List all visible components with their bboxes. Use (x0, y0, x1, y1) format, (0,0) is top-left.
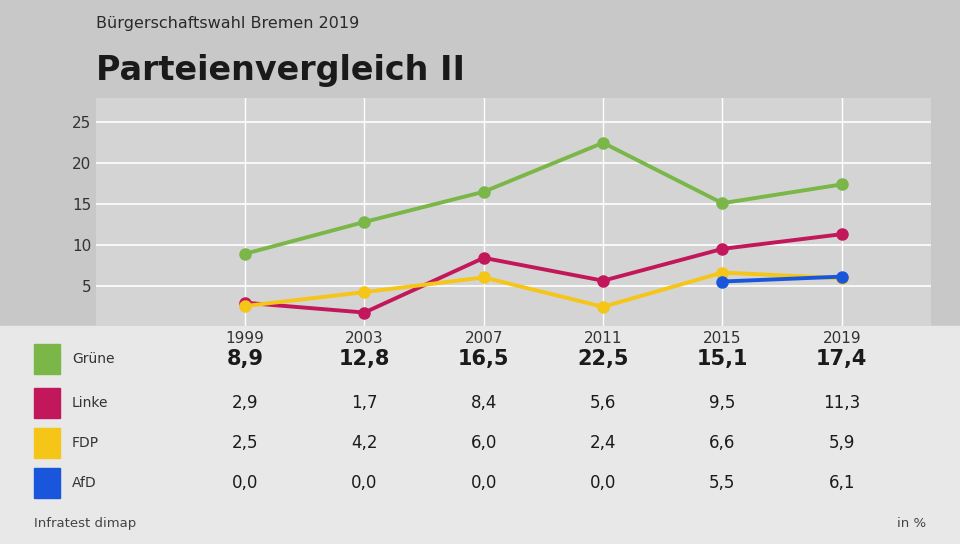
Text: FDP: FDP (72, 436, 99, 450)
Text: 2,5: 2,5 (232, 434, 258, 452)
Text: 5,6: 5,6 (589, 394, 616, 412)
Text: 4,2: 4,2 (351, 434, 377, 452)
Text: Grüne: Grüne (72, 352, 114, 366)
Text: 0,0: 0,0 (232, 474, 258, 492)
Text: 22,5: 22,5 (577, 349, 629, 369)
Text: 6,6: 6,6 (709, 434, 735, 452)
Text: 8,4: 8,4 (470, 394, 497, 412)
Text: 2,9: 2,9 (232, 394, 258, 412)
Text: Linke: Linke (72, 397, 108, 410)
Text: 1,7: 1,7 (351, 394, 377, 412)
Text: 17,4: 17,4 (816, 349, 868, 369)
Text: 5,5: 5,5 (709, 474, 735, 492)
Text: 16,5: 16,5 (458, 349, 510, 369)
Text: 9,5: 9,5 (709, 394, 735, 412)
Text: AfD: AfD (72, 476, 97, 490)
Text: 11,3: 11,3 (823, 394, 860, 412)
Text: 0,0: 0,0 (589, 474, 616, 492)
Text: 15,1: 15,1 (697, 349, 748, 369)
Text: 12,8: 12,8 (339, 349, 390, 369)
Text: 0,0: 0,0 (470, 474, 497, 492)
Text: 0,0: 0,0 (351, 474, 377, 492)
Text: Parteienvergleich II: Parteienvergleich II (96, 54, 465, 88)
Text: Bürgerschaftswahl Bremen 2019: Bürgerschaftswahl Bremen 2019 (96, 16, 359, 32)
Text: 8,9: 8,9 (227, 349, 264, 369)
Text: 5,9: 5,9 (828, 434, 855, 452)
Text: 6,0: 6,0 (470, 434, 497, 452)
Text: 6,1: 6,1 (828, 474, 855, 492)
Text: 2,4: 2,4 (589, 434, 616, 452)
Text: in %: in % (898, 517, 926, 530)
Text: Infratest dimap: Infratest dimap (34, 517, 136, 530)
